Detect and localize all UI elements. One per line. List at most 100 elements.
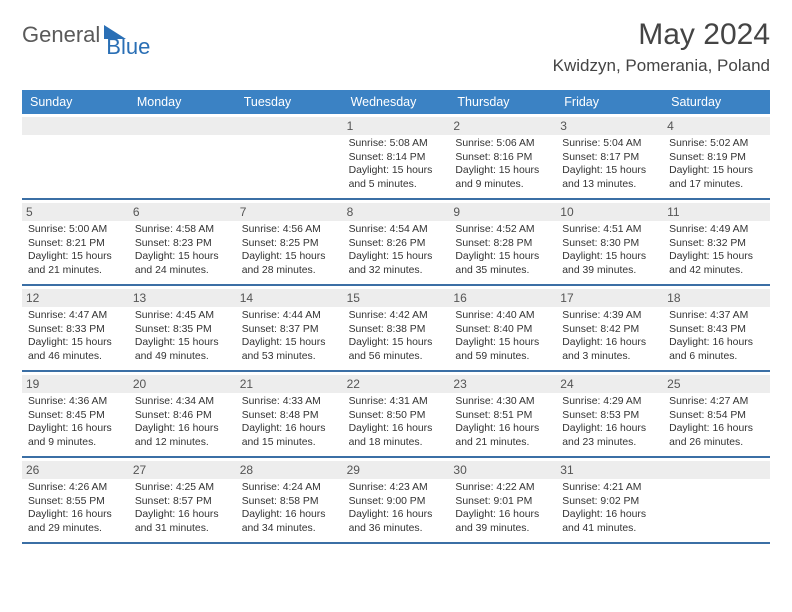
day-info: Sunrise: 4:56 AMSunset: 8:25 PMDaylight:… xyxy=(242,223,337,278)
sunset-text: Sunset: 8:35 PM xyxy=(135,323,230,337)
day-number: 2 xyxy=(449,117,556,135)
day-cell: 23Sunrise: 4:30 AMSunset: 8:51 PMDayligh… xyxy=(449,372,556,456)
sunrise-text: Sunrise: 4:56 AM xyxy=(242,223,337,237)
day-number: 12 xyxy=(22,289,129,307)
weekday-header: Tuesday xyxy=(236,90,343,114)
daylight-text: Daylight: 16 hours and 26 minutes. xyxy=(669,422,764,449)
sunset-text: Sunset: 8:40 PM xyxy=(455,323,550,337)
daylight-text: Daylight: 16 hours and 21 minutes. xyxy=(455,422,550,449)
day-info: Sunrise: 4:44 AMSunset: 8:37 PMDaylight:… xyxy=(242,309,337,364)
calendar-page: General Blue May 2024 Kwidzyn, Pomerania… xyxy=(0,0,792,554)
daylight-text: Daylight: 16 hours and 31 minutes. xyxy=(135,508,230,535)
day-cell: 1Sunrise: 5:08 AMSunset: 8:14 PMDaylight… xyxy=(343,114,450,198)
day-cell: 14 Sunrise: 4:44 AMSunset: 8:37 PMDayligh… xyxy=(236,286,343,370)
day-cell: 18Sunrise: 4:37 AMSunset: 8:43 PMDayligh… xyxy=(663,286,770,370)
sunrise-text: Sunrise: 4:30 AM xyxy=(455,395,550,409)
day-cell: 10Sunrise: 4:51 AMSunset: 8:30 PMDayligh… xyxy=(556,200,663,284)
day-info: Sunrise: 5:00 AMSunset: 8:21 PMDaylight:… xyxy=(28,223,123,278)
logo-text-blue: Blue xyxy=(106,34,150,60)
day-info: Sunrise: 4:30 AMSunset: 8:51 PMDaylight:… xyxy=(455,395,550,450)
daylight-text: Daylight: 15 hours and 24 minutes. xyxy=(135,250,230,277)
day-info: Sunrise: 4:49 AMSunset: 8:32 PMDaylight:… xyxy=(669,223,764,278)
day-cell: 20Sunrise: 4:34 AMSunset: 8:46 PMDayligh… xyxy=(129,372,236,456)
day-info: Sunrise: 5:04 AMSunset: 8:17 PMDaylight:… xyxy=(562,137,657,192)
day-info: Sunrise: 4:27 AMSunset: 8:54 PMDaylight:… xyxy=(669,395,764,450)
sunset-text: Sunset: 8:42 PM xyxy=(562,323,657,337)
daylight-text: Daylight: 15 hours and 17 minutes. xyxy=(669,164,764,191)
day-number: 30 xyxy=(449,461,556,479)
day-cell: 11 Sunrise: 4:49 AMSunset: 8:32 PMDayligh… xyxy=(663,200,770,284)
day-number: 26 xyxy=(22,461,129,479)
day-number: 14 xyxy=(236,289,343,307)
daylight-text: Daylight: 15 hours and 39 minutes. xyxy=(562,250,657,277)
daylight-text: Daylight: 15 hours and 49 minutes. xyxy=(135,336,230,363)
daylight-text: Daylight: 15 hours and 32 minutes. xyxy=(349,250,444,277)
sunset-text: Sunset: 8:32 PM xyxy=(669,237,764,251)
sunrise-text: Sunrise: 4:31 AM xyxy=(349,395,444,409)
sunrise-text: Sunrise: 4:51 AM xyxy=(562,223,657,237)
title-block: May 2024 Kwidzyn, Pomerania, Poland xyxy=(553,18,770,76)
sunset-text: Sunset: 8:51 PM xyxy=(455,409,550,423)
day-number: 11 xyxy=(663,203,770,221)
sunrise-text: Sunrise: 5:04 AM xyxy=(562,137,657,151)
sunrise-text: Sunrise: 4:39 AM xyxy=(562,309,657,323)
sunrise-text: Sunrise: 4:27 AM xyxy=(669,395,764,409)
weekday-header: Saturday xyxy=(663,90,770,114)
sunrise-text: Sunrise: 5:06 AM xyxy=(455,137,550,151)
sunset-text: Sunset: 8:23 PM xyxy=(135,237,230,251)
day-info: Sunrise: 4:40 AMSunset: 8:40 PMDaylight:… xyxy=(455,309,550,364)
day-number: 24 xyxy=(556,375,663,393)
location-label: Kwidzyn, Pomerania, Poland xyxy=(553,56,770,76)
day-info: Sunrise: 4:54 AMSunset: 8:26 PMDaylight:… xyxy=(349,223,444,278)
daylight-text: Daylight: 16 hours and 9 minutes. xyxy=(28,422,123,449)
weeks-container: ...1Sunrise: 5:08 AMSunset: 8:14 PMDayli… xyxy=(22,114,770,544)
sunrise-text: Sunrise: 4:29 AM xyxy=(562,395,657,409)
day-info: Sunrise: 4:36 AMSunset: 8:45 PMDaylight:… xyxy=(28,395,123,450)
day-number: 5 xyxy=(22,203,129,221)
day-number: 21 xyxy=(236,375,343,393)
sunrise-text: Sunrise: 4:33 AM xyxy=(242,395,337,409)
day-cell: 4Sunrise: 5:02 AMSunset: 8:19 PMDaylight… xyxy=(663,114,770,198)
sunset-text: Sunset: 8:50 PM xyxy=(349,409,444,423)
day-info: Sunrise: 4:33 AMSunset: 8:48 PMDaylight:… xyxy=(242,395,337,450)
day-cell: 26 Sunrise: 4:26 AMSunset: 8:55 PMDayligh… xyxy=(22,458,129,542)
day-cell: 27Sunrise: 4:25 AMSunset: 8:57 PMDayligh… xyxy=(129,458,236,542)
day-cell: 15 Sunrise: 4:42 AMSunset: 8:38 PMDayligh… xyxy=(343,286,450,370)
day-cell: 24Sunrise: 4:29 AMSunset: 8:53 PMDayligh… xyxy=(556,372,663,456)
week-row: 5 Sunrise: 5:00 AMSunset: 8:21 PMDaylight… xyxy=(22,200,770,286)
day-number: 22 xyxy=(343,375,450,393)
sunset-text: Sunset: 8:46 PM xyxy=(135,409,230,423)
day-cell: 25 Sunrise: 4:27 AMSunset: 8:54 PMDayligh… xyxy=(663,372,770,456)
day-cell: . xyxy=(236,114,343,198)
sunrise-text: Sunrise: 4:26 AM xyxy=(28,481,123,495)
sunset-text: Sunset: 8:58 PM xyxy=(242,495,337,509)
sunrise-text: Sunrise: 4:58 AM xyxy=(135,223,230,237)
week-row: 26 Sunrise: 4:26 AMSunset: 8:55 PMDayligh… xyxy=(22,458,770,544)
day-number: 28 xyxy=(236,461,343,479)
day-cell: . xyxy=(663,458,770,542)
day-cell: 17Sunrise: 4:39 AMSunset: 8:42 PMDayligh… xyxy=(556,286,663,370)
day-number: 25 xyxy=(663,375,770,393)
day-info: Sunrise: 5:08 AMSunset: 8:14 PMDaylight:… xyxy=(349,137,444,192)
day-cell: 6Sunrise: 4:58 AMSunset: 8:23 PMDaylight… xyxy=(129,200,236,284)
day-info: Sunrise: 4:26 AMSunset: 8:55 PMDaylight:… xyxy=(28,481,123,536)
sunrise-text: Sunrise: 4:21 AM xyxy=(562,481,657,495)
sunrise-text: Sunrise: 4:22 AM xyxy=(455,481,550,495)
daylight-text: Daylight: 15 hours and 35 minutes. xyxy=(455,250,550,277)
day-info: Sunrise: 4:37 AMSunset: 8:43 PMDaylight:… xyxy=(669,309,764,364)
daylight-text: Daylight: 16 hours and 29 minutes. xyxy=(28,508,123,535)
sunset-text: Sunset: 9:02 PM xyxy=(562,495,657,509)
daylight-text: Daylight: 16 hours and 39 minutes. xyxy=(455,508,550,535)
sunset-text: Sunset: 8:57 PM xyxy=(135,495,230,509)
day-info: Sunrise: 4:42 AMSunset: 8:38 PMDaylight:… xyxy=(349,309,444,364)
day-info: Sunrise: 4:51 AMSunset: 8:30 PMDaylight:… xyxy=(562,223,657,278)
sunrise-text: Sunrise: 4:37 AM xyxy=(669,309,764,323)
week-row: ...1Sunrise: 5:08 AMSunset: 8:14 PMDayli… xyxy=(22,114,770,200)
sunset-text: Sunset: 8:19 PM xyxy=(669,151,764,165)
daylight-text: Daylight: 16 hours and 15 minutes. xyxy=(242,422,337,449)
calendar-grid: SundayMondayTuesdayWednesdayThursdayFrid… xyxy=(22,90,770,544)
daylight-text: Daylight: 15 hours and 5 minutes. xyxy=(349,164,444,191)
day-number: 13 xyxy=(129,289,236,307)
day-number: . xyxy=(129,117,236,135)
day-number: 15 xyxy=(343,289,450,307)
